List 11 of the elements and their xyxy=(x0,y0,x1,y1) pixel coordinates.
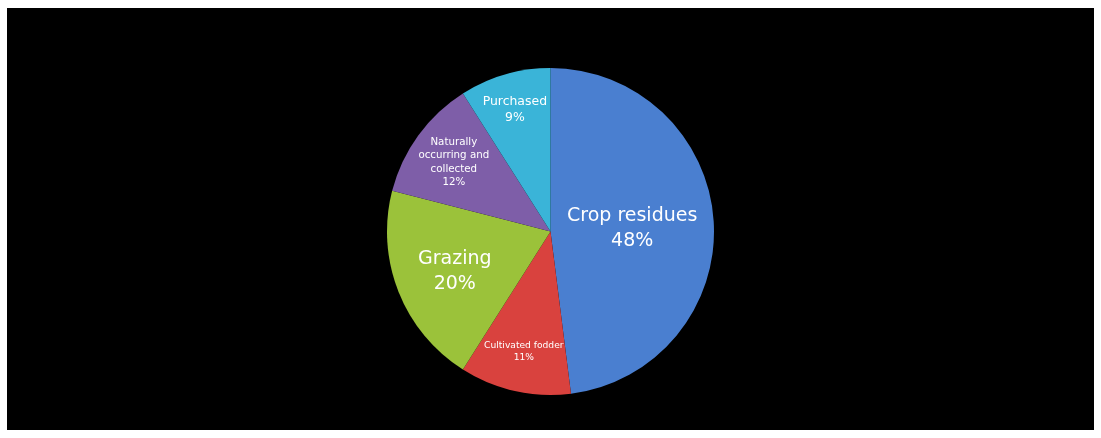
data-label: 20% xyxy=(433,270,476,293)
slice-label: Crop residues xyxy=(567,203,698,226)
pie-slice xyxy=(392,93,551,232)
slice-label: Purchased xyxy=(482,93,548,109)
slice-label: Naturally occurring and collected xyxy=(418,134,490,174)
data-label: 48% xyxy=(611,227,654,250)
slice-label: Grazing xyxy=(417,246,492,269)
data-label: 9% xyxy=(504,109,525,125)
slice-label: Cultivated fodder xyxy=(484,340,564,351)
data-label: 12% xyxy=(442,175,466,188)
data-label: 11% xyxy=(513,352,535,362)
